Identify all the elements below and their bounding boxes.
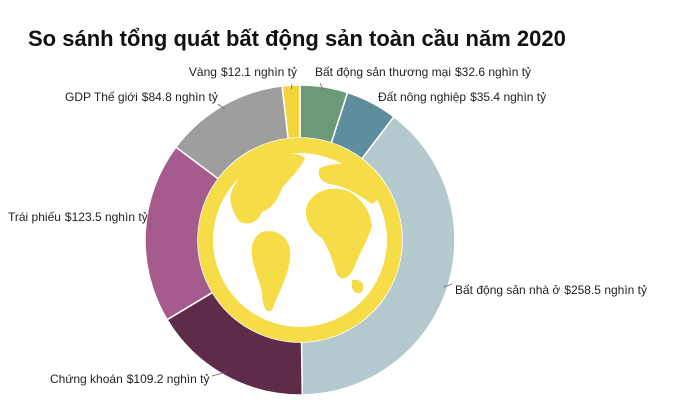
leader-line [443, 283, 453, 288]
leader-line [148, 223, 151, 233]
chart-title: So sánh tổng quát bất động sản toàn cầu … [28, 26, 566, 51]
leader-line [290, 83, 293, 90]
continent [306, 188, 372, 279]
value-label: $32.6 nghìn tỷ [455, 65, 531, 79]
leader-line [369, 105, 373, 109]
category-name: Trái phiếu [8, 210, 61, 224]
value-label: $12.1 nghìn tỷ [221, 65, 297, 79]
slice-label: GDP Thế giới $84.8 nghìn tỷ [65, 90, 218, 104]
value-label: $109.2 nghìn tỷ [127, 372, 210, 386]
category-name: Bất động sản thương mại [315, 65, 451, 79]
labels: Bất động sản thương mại $32.6 nghìn tỷ Đất… [8, 65, 647, 386]
leader-line [211, 371, 227, 377]
slice-label: Đất nông nghiệp $35.4 nghìn tỷ [378, 90, 546, 104]
slice-label: Vàng $12.1 nghìn tỷ [189, 65, 297, 79]
continent [230, 153, 305, 224]
slice-label: Trái phiếu $123.5 nghìn tỷ [8, 210, 148, 224]
value-label: $258.5 nghìn tỷ [564, 283, 647, 297]
slice-label: Chứng khoán $109.2 nghìn tỷ [50, 372, 209, 386]
category-name: Đất nông nghiệp [378, 90, 466, 104]
continent [318, 163, 381, 204]
slice-label: Bất động sản thương mại $32.6 nghìn tỷ [315, 65, 531, 79]
value-label: $84.8 nghìn tỷ [142, 90, 218, 104]
leader-line [319, 82, 324, 91]
value-label: $35.4 nghìn tỷ [470, 90, 546, 104]
continent [351, 279, 364, 294]
category-name: Chứng khoán [50, 372, 123, 386]
category-name: GDP Thế giới [65, 90, 138, 104]
slice-label: Bất động sản nhà ở $258.5 nghìn tỷ [455, 283, 647, 297]
category-name: Vàng [189, 65, 217, 79]
category-name: Bất động sản nhà ở [455, 283, 560, 297]
leader-line [217, 103, 225, 110]
value-label: $123.5 nghìn tỷ [65, 210, 148, 224]
continent [251, 230, 291, 312]
globe-icon [198, 138, 402, 342]
